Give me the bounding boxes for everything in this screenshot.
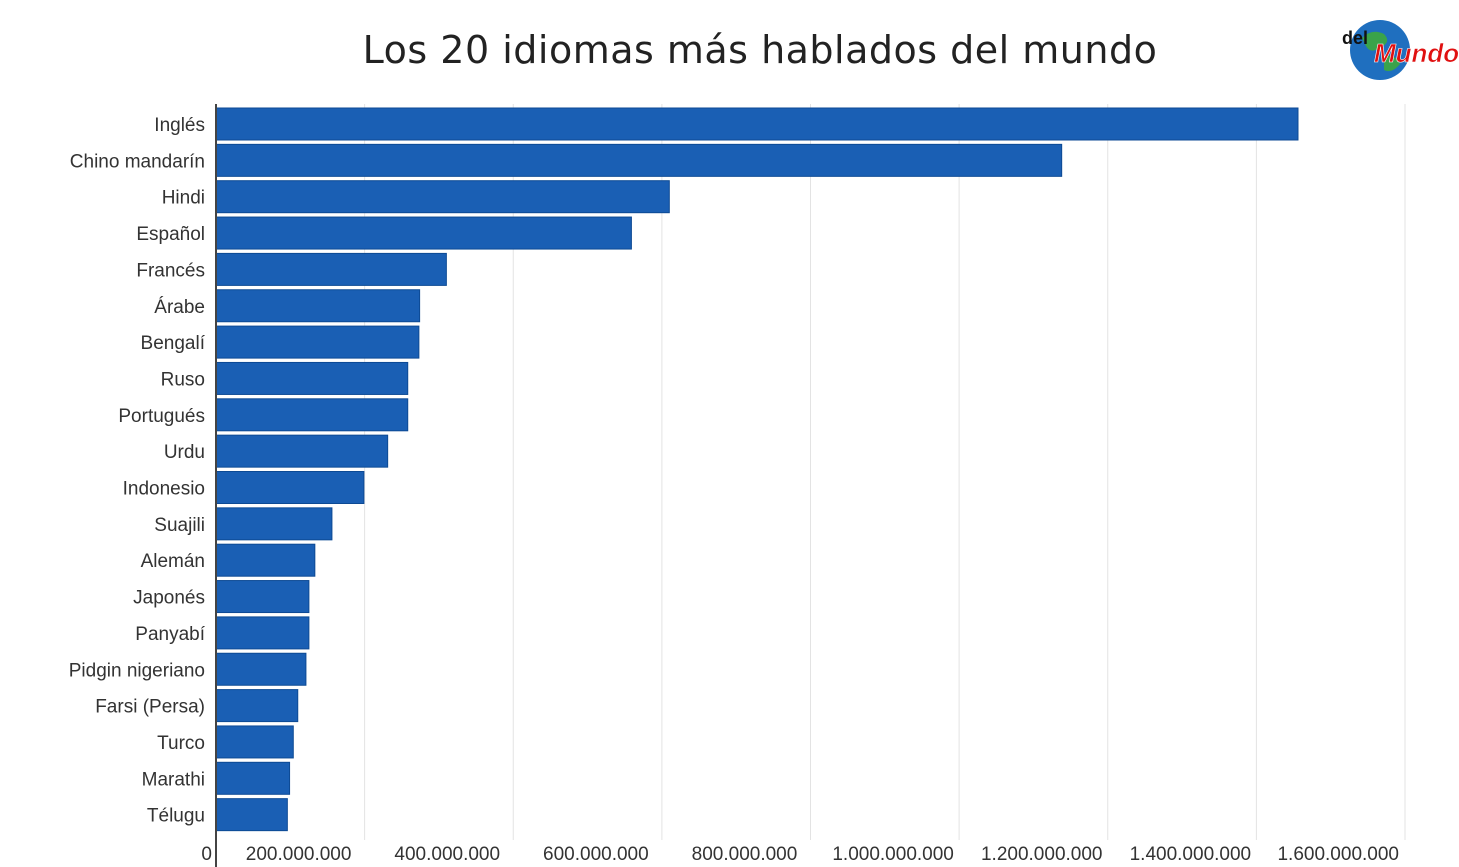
x-tick-label: 1.200.000.000 — [981, 844, 1103, 865]
category-label: Bengalí — [141, 333, 206, 354]
bar — [215, 361, 409, 395]
x-tick-label: 1.600.000.000 — [1277, 844, 1399, 865]
bar — [215, 798, 288, 832]
bar — [215, 252, 447, 286]
category-label: Suajili — [154, 515, 205, 536]
bar — [215, 725, 294, 759]
x-tick-label: 1.000.000.000 — [832, 844, 954, 865]
x-tick-label: 800.000.000 — [692, 844, 798, 865]
category-label: Árabe — [154, 297, 205, 318]
category-label: Alemán — [141, 551, 205, 572]
category-label: Inglés — [154, 115, 205, 136]
bar — [215, 180, 670, 214]
bar — [215, 434, 389, 468]
bar — [215, 580, 310, 614]
category-label: Farsi (Persa) — [95, 697, 205, 718]
x-tick-label: 1.400.000.000 — [1130, 844, 1252, 865]
bar — [215, 652, 307, 686]
x-tick-label: 0 — [201, 844, 212, 865]
category-label: Portugués — [118, 406, 205, 427]
bar — [215, 616, 310, 650]
category-label: Hindi — [162, 188, 205, 209]
bar — [215, 143, 1063, 177]
bar — [215, 689, 299, 723]
bar — [215, 761, 291, 795]
category-label: Télugu — [147, 806, 205, 827]
category-label: Panyabí — [135, 624, 205, 645]
bar — [215, 507, 333, 541]
x-tick-label: 600.000.000 — [543, 844, 649, 865]
category-label: Ruso — [161, 369, 205, 390]
chart-title: Los 20 idiomas más hablados del mundo — [362, 28, 1158, 72]
x-tick-label: 200.000.000 — [246, 844, 352, 865]
bar — [215, 216, 632, 250]
category-label: Francés — [136, 260, 205, 281]
category-label: Turco — [157, 733, 205, 754]
category-label: Marathi — [142, 769, 205, 790]
bar — [215, 471, 365, 504]
x-tick-label: 400.000.000 — [394, 844, 500, 865]
bar — [215, 398, 409, 432]
svg-text:del: del — [1342, 28, 1368, 48]
category-label: Indonesio — [123, 479, 205, 500]
category-label: Urdu — [164, 442, 205, 463]
bar — [215, 543, 316, 577]
bar — [215, 107, 1299, 141]
bar — [215, 325, 420, 359]
category-label: Japonés — [133, 588, 205, 609]
bar — [215, 289, 421, 323]
category-label: Pidgin nigeriano — [69, 660, 205, 681]
category-label: Chino mandarín — [70, 151, 205, 172]
svg-text:Mundo: Mundo — [1374, 38, 1459, 68]
logo: del Mundo — [1342, 20, 1459, 80]
category-label: Español — [136, 224, 205, 245]
